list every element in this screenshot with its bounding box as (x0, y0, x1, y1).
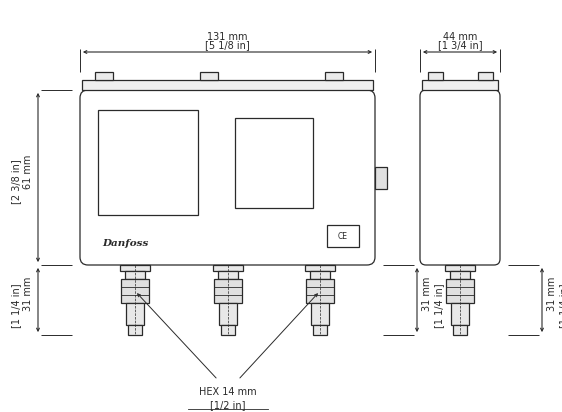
Text: 131 mm: 131 mm (207, 32, 248, 42)
FancyBboxPatch shape (420, 90, 500, 265)
Bar (218, 271, 238, 279)
Bar (327, 225, 359, 247)
Bar (445, 265, 475, 271)
FancyBboxPatch shape (80, 90, 375, 265)
Bar (428, 72, 443, 80)
Bar (200, 72, 218, 80)
Bar (125, 271, 145, 279)
Text: [2 3/8 in]: [2 3/8 in] (11, 159, 21, 204)
Bar (451, 303, 469, 325)
Text: HEX 14 mm: HEX 14 mm (199, 387, 257, 397)
Text: 31 mm: 31 mm (23, 277, 33, 311)
Text: Danfoss: Danfoss (102, 239, 148, 248)
Bar (214, 279, 242, 303)
Bar (310, 271, 330, 279)
Bar (128, 325, 142, 335)
Text: 61 mm: 61 mm (23, 154, 33, 189)
Bar (235, 118, 313, 208)
Text: CE: CE (338, 232, 348, 241)
Bar (221, 325, 235, 335)
Bar (82, 80, 373, 90)
Bar (313, 325, 327, 335)
Bar (453, 325, 467, 335)
Bar (450, 271, 470, 279)
Bar (121, 279, 149, 303)
Bar (120, 265, 150, 271)
Bar (213, 265, 243, 271)
Bar (311, 303, 329, 325)
Bar (375, 167, 387, 189)
Bar (325, 72, 343, 80)
Bar (305, 265, 335, 271)
Text: [1 1/4 in]: [1 1/4 in] (559, 284, 562, 328)
Text: 31 mm: 31 mm (422, 277, 432, 311)
Bar (95, 72, 113, 80)
Text: 44 mm: 44 mm (443, 32, 477, 42)
Bar (446, 279, 474, 303)
Text: [1 3/4 in]: [1 3/4 in] (438, 40, 482, 50)
Bar (126, 303, 144, 325)
Bar (306, 279, 334, 303)
Text: [1/2 in]: [1/2 in] (210, 400, 246, 410)
Bar (478, 72, 493, 80)
Bar (98, 110, 198, 215)
Text: [5 1/8 in]: [5 1/8 in] (205, 40, 250, 50)
Text: 31 mm: 31 mm (547, 277, 557, 311)
Bar (422, 80, 498, 90)
Text: [1 1/4 in]: [1 1/4 in] (434, 284, 444, 328)
Bar (219, 303, 237, 325)
Text: [1 1/4 in]: [1 1/4 in] (11, 284, 21, 328)
